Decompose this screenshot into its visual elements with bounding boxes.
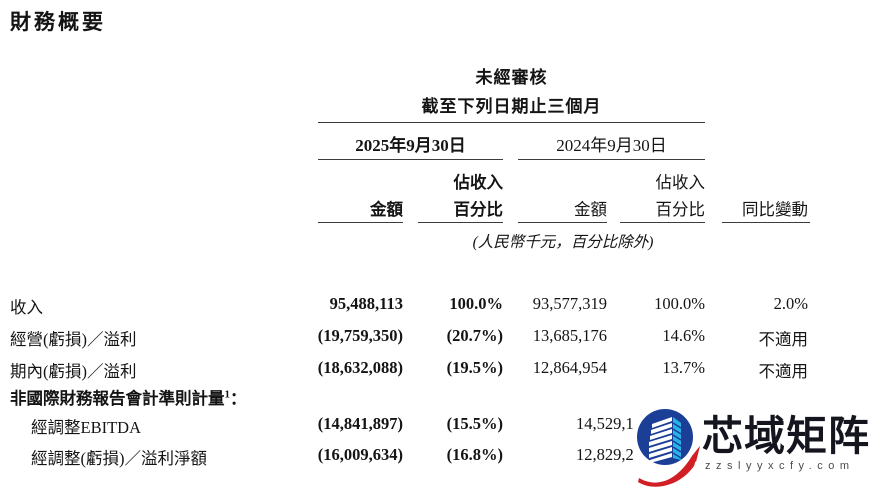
watermark: 芯域矩阵 zzslyyxcfy.com — [634, 396, 888, 494]
table-row: 經營(虧損)／溢利 (19,759,350) (20.7%) 13,685,17… — [0, 326, 888, 349]
cell-2024-percent: 14.6% — [662, 326, 705, 345]
header-amount-2024: 金額 — [574, 200, 607, 219]
cell-2024-amount: 93,577,319 — [532, 294, 607, 313]
cell-2025-percent: (16.8%) — [446, 445, 503, 464]
header-date-2025: 2025年9月30日 — [355, 136, 466, 155]
header-amount-2025: 金額 — [370, 200, 403, 219]
page-title: 財務概要 — [10, 10, 106, 34]
cell-2025-percent: 100.0% — [449, 294, 503, 313]
header-period: 截至下列日期止三個月 — [421, 97, 602, 116]
cell-yoy: 2.0% — [773, 294, 808, 313]
watermark-brand-text: 芯域矩阵 — [702, 413, 870, 459]
cell-2024-percent: 13.7% — [662, 358, 705, 377]
cell-2025-amount: (14,841,897) — [317, 414, 403, 433]
header-unaudited: 未經審核 — [475, 68, 548, 87]
cell-2025-amount: (19,759,350) — [317, 326, 403, 345]
section-label-colon: ： — [230, 389, 247, 408]
rule-col2 — [418, 222, 503, 223]
header-occupy-2024: 佔收入 — [655, 173, 706, 192]
section-label-text: 非國際財務報告會計準則計量 — [10, 389, 225, 408]
row-label: 經調整EBITDA — [31, 418, 141, 437]
table-row: 收入 95,488,113 100.0% 93,577,319 100.0% 2… — [0, 294, 888, 317]
cell-2024-amount-truncated: 12,829,20 — [576, 445, 642, 464]
table-row: 經調整(虧損)／溢利淨額 (16,009,634) (16.8%) 12,829… — [0, 445, 888, 468]
rule-under-2025 — [318, 159, 503, 160]
header-percent-2025: 百分比 — [453, 200, 504, 219]
cell-2025-percent: (19.5%) — [446, 358, 503, 377]
cell-2024-amount-truncated: 14,529,19 — [576, 414, 642, 433]
header-occupy-2025: 佔收入 — [453, 173, 504, 192]
cell-2025-amount: (18,632,088) — [317, 358, 403, 377]
row-label: 收入 — [10, 298, 43, 317]
rule-top — [318, 122, 705, 123]
cell-2024-amount: 12,864,954 — [532, 358, 607, 377]
watermark-domain-text: zzslyyxcfy.com — [705, 460, 855, 472]
cell-2025-amount: 95,488,113 — [329, 294, 403, 313]
table-row: 經調整EBITDA (14,841,897) (15.5%) 14,529,19 — [0, 414, 888, 437]
cell-yoy: 不適用 — [758, 362, 809, 381]
rule-under-2024 — [518, 159, 705, 160]
cell-yoy: 不適用 — [758, 330, 809, 349]
row-label: 經營(虧損)／溢利 — [10, 330, 137, 349]
rule-col3 — [518, 222, 607, 223]
footnote-marker: 1 — [224, 388, 231, 401]
unit-note: (人民幣千元，百分比除外) — [472, 234, 654, 251]
rule-col5 — [722, 222, 810, 223]
header-date-2024: 2024年9月30日 — [556, 136, 667, 155]
table-row-section-header: 非國際財務報告會計準則計量1： — [0, 385, 888, 409]
cell-2025-percent: (20.7%) — [446, 326, 503, 345]
rule-col1 — [318, 222, 403, 223]
section-label: 非國際財務報告會計準則計量1： — [10, 385, 247, 409]
row-label: 經調整(虧損)／溢利淨額 — [31, 449, 207, 468]
header-percent-2024: 百分比 — [655, 200, 706, 219]
header-yoy-change: 同比變動 — [742, 200, 808, 219]
cell-2024-percent: 100.0% — [654, 294, 705, 313]
cell-2025-amount: (16,009,634) — [317, 445, 403, 464]
cell-2025-percent: (15.5%) — [446, 414, 503, 433]
rule-col4 — [620, 222, 705, 223]
cell-2024-amount: 13,685,176 — [532, 326, 607, 345]
table-row: 期內(虧損)／溢利 (18,632,088) (19.5%) 12,864,95… — [0, 358, 888, 381]
row-label: 期內(虧損)／溢利 — [10, 362, 137, 381]
watermark-building-logo-icon — [637, 409, 700, 487]
